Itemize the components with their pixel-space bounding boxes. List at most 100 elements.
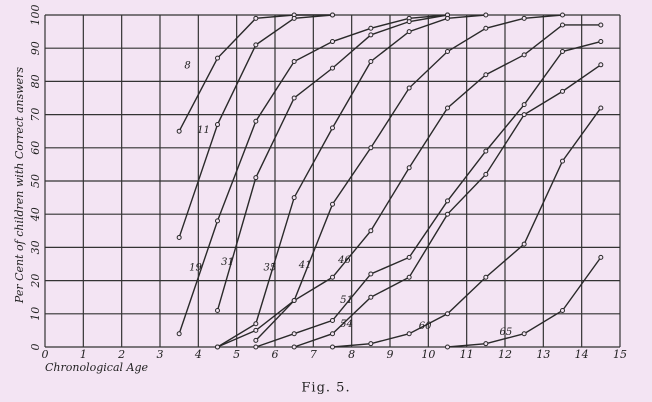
x-tick-label: 3 [157, 348, 164, 361]
data-point [176, 128, 182, 134]
data-point [291, 58, 297, 64]
data-point [330, 274, 335, 280]
data-point [253, 321, 259, 327]
data-point [521, 241, 527, 247]
x-tick-label: 4 [194, 348, 202, 361]
series-label: 41 [298, 260, 312, 271]
data-point [368, 341, 374, 347]
series-label: 54 [340, 319, 353, 330]
data-point [368, 58, 374, 64]
data-point [291, 344, 297, 350]
data-point [253, 118, 259, 124]
data-point [368, 32, 374, 38]
x-tick-label: 11 [460, 348, 474, 361]
data-point [253, 175, 259, 181]
series-line [332, 107, 602, 348]
data-point [291, 331, 297, 337]
data-point [253, 42, 259, 48]
series-line [255, 24, 601, 341]
y-tick-label: 40 [29, 207, 42, 222]
y-tick-label: 30 [29, 240, 42, 254]
data-point [330, 344, 335, 350]
data-point [483, 341, 489, 347]
x-tick-label: 15 [613, 348, 627, 361]
y-tick-label: 10 [29, 307, 42, 321]
data-point [521, 52, 527, 58]
data-point [521, 331, 527, 337]
data-point [368, 145, 374, 151]
series-label: 65 [499, 327, 512, 338]
data-point [215, 307, 220, 313]
data-point [445, 15, 450, 21]
series-label: 60 [419, 321, 432, 332]
data-point [483, 12, 489, 18]
data-point [368, 25, 374, 31]
data-point [521, 102, 527, 108]
data-point [560, 307, 565, 313]
y-tick-label: 80 [29, 74, 42, 88]
data-point [330, 125, 335, 131]
y-tick-label: 100 [29, 5, 42, 26]
data-point [483, 274, 489, 280]
data-point [253, 344, 259, 350]
x-tick-label: 7 [310, 348, 317, 361]
x-tick-label: 5 [233, 348, 240, 361]
series-line [217, 14, 486, 348]
series-line [255, 40, 602, 348]
data-point [598, 22, 604, 28]
data-point [445, 344, 450, 350]
series-label: 35 [263, 262, 276, 273]
data-point [330, 39, 335, 45]
data-point [215, 218, 220, 224]
data-point [253, 327, 259, 333]
data-point [330, 201, 335, 207]
x-tick-label: 12 [498, 348, 512, 361]
data-point [215, 122, 220, 128]
data-point [598, 62, 604, 68]
series-label: 19 [189, 262, 202, 273]
series-line [217, 14, 563, 348]
series-label: 11 [197, 125, 210, 136]
data-point [406, 85, 412, 91]
x-tick-label: 13 [536, 348, 550, 361]
data-point [560, 88, 565, 94]
data-point [176, 331, 182, 337]
data-point [291, 195, 297, 201]
data-point [406, 331, 412, 337]
data-point [215, 344, 220, 350]
x-tick-label: 1 [80, 348, 87, 361]
x-tick-label: 14 [575, 348, 589, 361]
data-point [406, 274, 412, 280]
data-point [445, 211, 450, 217]
y-tick-label: 90 [29, 41, 42, 55]
x-tick-label: 6 [272, 348, 279, 361]
y-tick-label: 60 [29, 141, 42, 155]
x-axis-label: Chronological Age [45, 361, 149, 374]
data-point [368, 228, 374, 234]
data-point [445, 49, 450, 55]
series-label: 31 [221, 257, 234, 268]
data-point [445, 311, 450, 317]
caption: Fig. 5. [301, 381, 350, 396]
data-point [483, 25, 489, 31]
data-point [330, 12, 335, 18]
data-point [406, 29, 412, 35]
data-point [483, 171, 489, 177]
data-point [483, 72, 489, 78]
data-point [215, 55, 220, 61]
data-point [521, 112, 527, 118]
data-point [560, 22, 565, 28]
data-point [560, 12, 565, 18]
y-tick-label: 50 [29, 174, 42, 188]
x-tick-label: 9 [387, 348, 394, 361]
data-point [253, 15, 259, 21]
data-point [368, 294, 374, 300]
x-tick-label: 0 [42, 348, 49, 361]
y-tick-label: 0 [29, 344, 42, 351]
y-axis-label: Per Cent of children with Correct answer… [13, 67, 26, 305]
x-tick-label: 2 [117, 348, 125, 361]
data-point [330, 317, 335, 323]
data-point [406, 165, 412, 171]
